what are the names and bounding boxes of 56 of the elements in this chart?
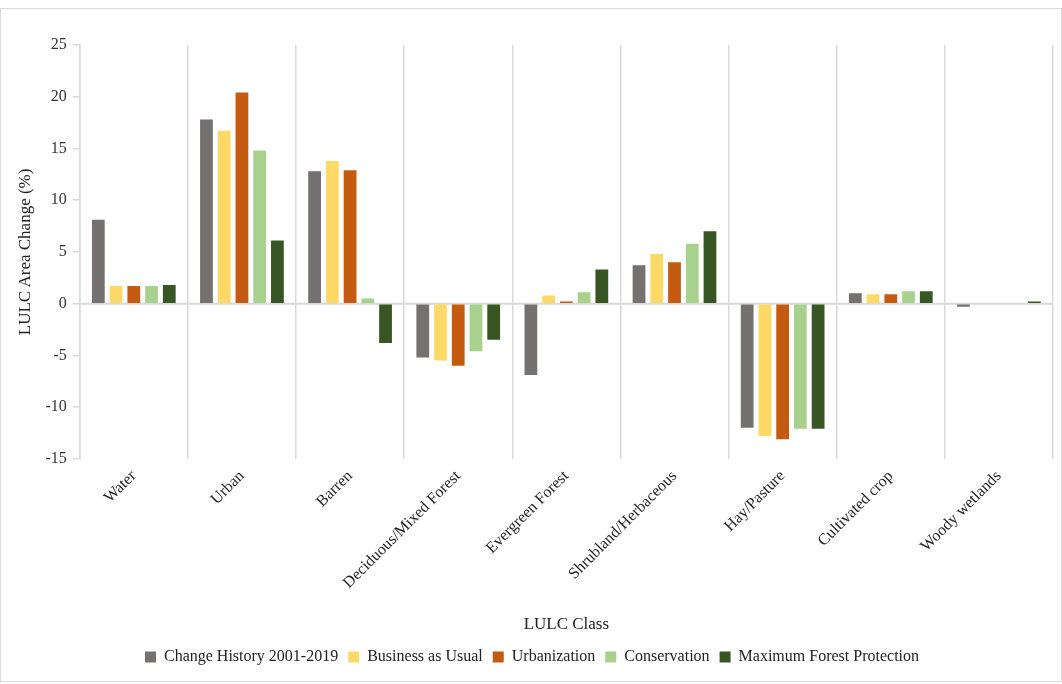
bar [811,304,825,429]
bar [703,231,717,303]
bar [217,130,231,303]
y-axis-title: LULC Area Change (%) [14,168,34,336]
bar [848,293,862,303]
legend-label: Maximum Forest Protection [738,647,920,665]
y-tick-label: 5 [58,242,67,260]
legend-label: Urbanization [511,647,596,665]
bar [542,295,556,303]
legend-label: Business as Usual [367,647,484,665]
bar [650,253,664,303]
y-tick-label: -15 [45,449,67,467]
bar [379,304,392,343]
bar [866,294,880,303]
bar [469,304,483,352]
bar [632,265,646,303]
bar [524,304,538,376]
legend-label: Change History 2001-2019 [163,647,339,666]
y-tick-label: 15 [50,138,67,156]
y-tick-label: -10 [45,397,67,415]
bar [577,292,591,303]
y-tick-label: 20 [50,86,67,104]
bar [271,240,284,303]
y-tick-label: 25 [50,35,67,53]
bar [487,304,501,340]
y-tick-label: 10 [50,190,67,208]
bar [145,286,158,303]
y-tick-label: 0 [58,293,67,311]
bar [919,291,933,303]
bar [884,294,898,303]
bar [325,160,339,303]
bar [957,304,970,307]
legend-label: Conservation [624,647,710,665]
bar [361,298,375,303]
y-tick-label: -5 [53,345,67,363]
bar [162,285,176,303]
bar [308,171,321,303]
bar [902,291,915,303]
bar [595,269,609,303]
bar [91,219,105,303]
bar [253,150,267,303]
bar [451,304,465,366]
bar [416,304,430,358]
bar [794,304,807,429]
bar [758,304,772,437]
bar [685,243,699,303]
bar [235,92,249,303]
bar [127,286,141,303]
bar [740,304,754,428]
bar [668,262,681,303]
bar [776,304,790,440]
x-axis-title: LULC Class [523,614,610,634]
bar [200,119,213,303]
bar [109,286,123,303]
bar [434,304,447,361]
bar [343,170,357,303]
